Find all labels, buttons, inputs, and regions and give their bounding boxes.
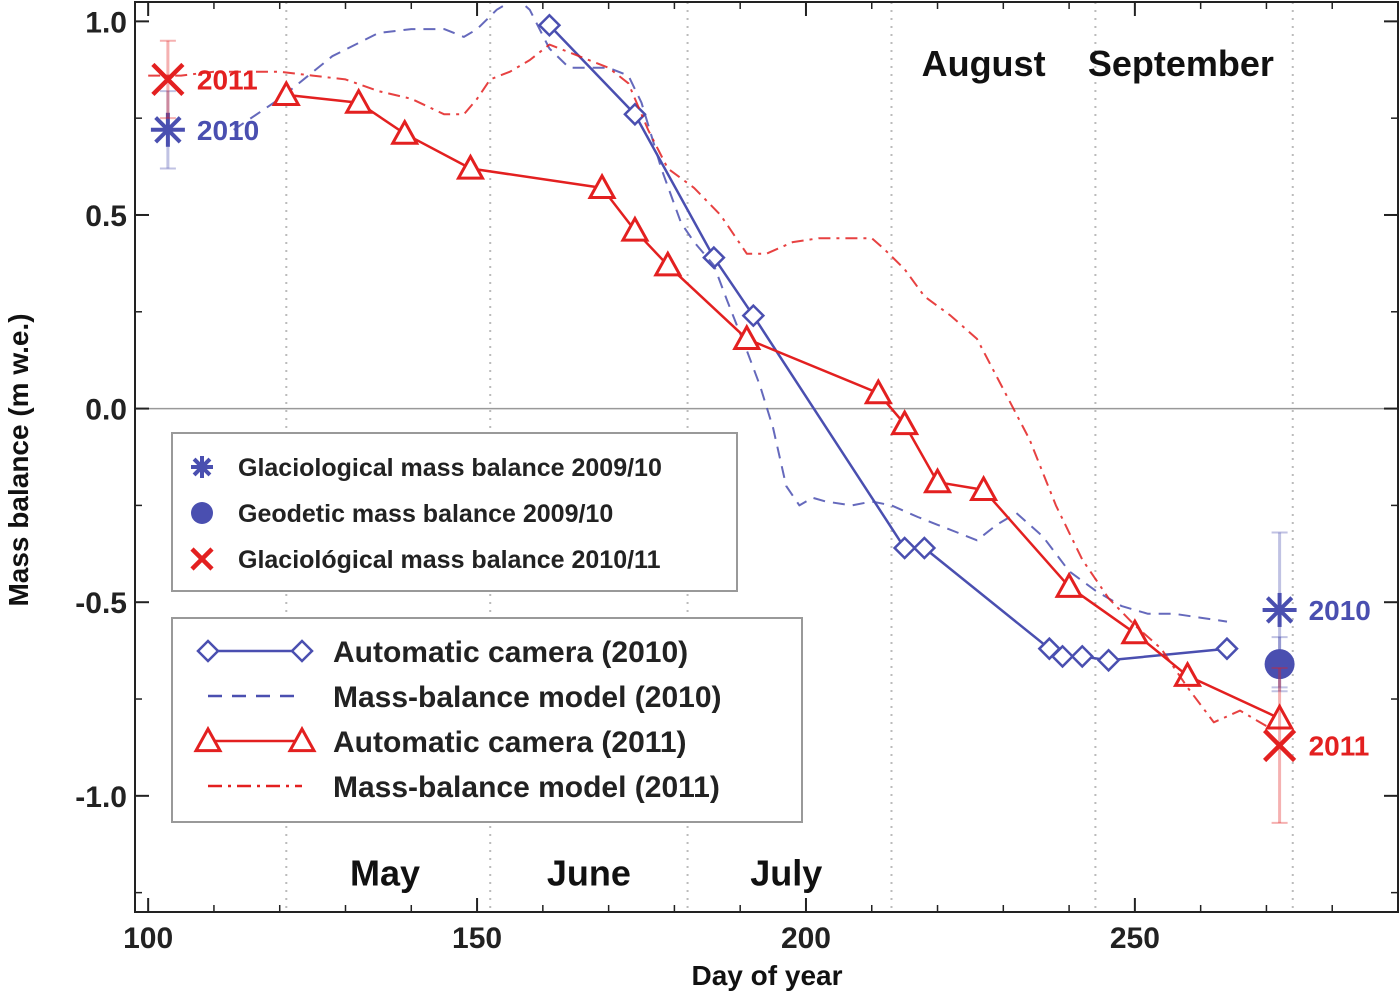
legend-marker-cross	[190, 547, 214, 571]
data-point-triangle	[653, 250, 683, 277]
series-mass-balance-model-2011	[148, 43, 1267, 727]
data-point-triangle	[969, 474, 999, 502]
marker-asterisk	[150, 112, 185, 147]
legend-label: Glaciológical mass balance 2010/11	[238, 546, 661, 574]
y-tick-label: 0.5	[85, 200, 127, 233]
legend-triangle	[193, 725, 223, 753]
data-point-triangle	[455, 153, 486, 180]
legend-item-glaciological-mass-balance-2009-10: Glaciological mass balance 2009/10	[191, 454, 662, 482]
year-annotation: 2011	[197, 64, 258, 95]
y-tick-label: -1.0	[75, 781, 127, 814]
plot-frame	[134, 1, 1399, 913]
grid-layer: May June July August September	[135, 2, 1398, 912]
x-tick-label: 200	[781, 922, 831, 955]
series-automatic-camera-2011	[271, 79, 1295, 730]
year-annotation: 2010	[1309, 595, 1371, 626]
legend-diamond	[290, 639, 314, 663]
series-line-mass-balance-model-2010	[233, 2, 1228, 623]
legend-item-geodetic-mass-balance-2009-10: Geodetic mass balance 2009/10	[191, 500, 613, 528]
data-point-triangle	[344, 87, 374, 114]
x-tick-label: 100	[123, 922, 173, 955]
month-label-june: June	[547, 852, 631, 893]
legend-triangle	[287, 725, 317, 753]
legend-label: Glaciological mass balance 2009/10	[238, 454, 662, 482]
data-point-triangle	[1120, 618, 1150, 645]
y-tick-label: 0.0	[85, 394, 127, 427]
data-point-triangle	[271, 79, 301, 107]
series-line-mass-balance-model-2011	[148, 43, 1267, 727]
marker-asterisk	[1262, 592, 1297, 627]
data-point-diamond	[1050, 644, 1075, 669]
cross-stroke	[1263, 728, 1297, 763]
point-glaciological-mass-balance-2010-11: 2011	[151, 39, 258, 120]
year-annotation: 2011	[1309, 730, 1370, 761]
data-point-triangle	[1265, 703, 1295, 730]
legend-item-automatic-camera-2010: Automatic camera (2010)	[196, 636, 688, 669]
legend-item-automatic-camera-2011: Automatic camera (2011)	[193, 725, 687, 759]
x-tick-label: 150	[452, 922, 502, 955]
asterisk-stroke	[154, 116, 182, 144]
point-glaciological-mass-balance-2009-10: 2010	[150, 90, 259, 170]
legend-label: Automatic camera (2010)	[333, 636, 688, 669]
series-layer	[148, 2, 1295, 730]
legend-label: Mass-balance model (2010)	[333, 681, 722, 714]
data-point-triangle	[1054, 571, 1084, 598]
y-tick-label: -0.5	[75, 587, 127, 620]
marker-cross	[1263, 728, 1297, 763]
point-glaciological-mass-balance-2010-11: 2011	[1263, 667, 1370, 824]
legend-label: Geodetic mass balance 2009/10	[238, 500, 613, 528]
month-label-august: August	[922, 43, 1046, 84]
legend-item-glaciol-gical-mass-balance-2010-11: Glaciológical mass balance 2010/11	[190, 546, 661, 574]
data-point-diamond	[537, 13, 562, 38]
legend-item-mass-balance-model-2011: Mass-balance model (2011)	[208, 771, 720, 804]
month-label-july: July	[750, 852, 822, 893]
legend-box	[171, 432, 738, 592]
legend-marker-asterisk	[191, 456, 213, 478]
x-tick-label: 250	[1110, 922, 1160, 955]
series-mass-balance-model-2010	[233, 2, 1228, 623]
month-label-september: September	[1088, 43, 1274, 84]
legend-label: Mass-balance model (2011)	[333, 771, 720, 804]
marker-dot	[1264, 649, 1295, 680]
data-point-triangle	[890, 408, 920, 436]
axes-layer: 1.0 0.5 0.0 -0.5 -1.0 100 150 200 250	[75, 1, 1399, 955]
data-point-diamond	[741, 303, 766, 328]
data-point-triangle	[390, 118, 420, 145]
data-point-diamond	[1070, 644, 1095, 669]
series-automatic-camera-2010	[537, 13, 1239, 673]
legend-label: Automatic camera (2011)	[333, 726, 687, 759]
series-line-automatic-camera-2011	[286, 93, 1281, 720]
points-layer: 2010 2010 2011 2011	[150, 39, 1371, 824]
data-point-diamond	[1215, 636, 1239, 661]
month-label-may: May	[350, 852, 420, 893]
legend-diamond	[196, 639, 220, 663]
point-geodetic-mass-balance-2009-10	[1264, 636, 1295, 693]
data-point-triangle	[587, 172, 617, 199]
cross-stroke	[151, 62, 185, 97]
data-point-triangle	[863, 378, 893, 405]
data-point-triangle	[732, 323, 762, 350]
data-point-diamond	[623, 102, 647, 127]
marker-cross	[151, 62, 185, 97]
data-point-diamond	[892, 536, 917, 560]
asterisk-stroke	[1265, 596, 1294, 624]
data-point-diamond	[1096, 648, 1121, 673]
data-point-triangle	[620, 215, 650, 242]
legend-point-markers: Glaciological mass balance 2009/10 Geodet…	[171, 432, 738, 592]
legend-marker-dot	[191, 502, 213, 524]
asterisk-stroke	[192, 457, 212, 477]
legend-series-lines: Automatic camera (2010) Mass-balance mode…	[171, 617, 803, 823]
year-annotation: 2010	[197, 115, 259, 146]
x-axis-title: Day of year	[692, 960, 843, 991]
data-point-diamond	[912, 536, 937, 560]
point-glaciological-mass-balance-2009-10: 2010	[1262, 531, 1371, 689]
legend-layer: Glaciological mass balance 2009/10 Geodet…	[171, 432, 803, 823]
cross-stroke	[190, 547, 214, 571]
legend-item-mass-balance-model-2010: Mass-balance model (2010)	[208, 681, 722, 714]
y-axis-title: Mass balance (m w.e.)	[3, 313, 34, 606]
data-point-triangle	[922, 467, 953, 494]
y-tick-label: 1.0	[85, 6, 127, 39]
